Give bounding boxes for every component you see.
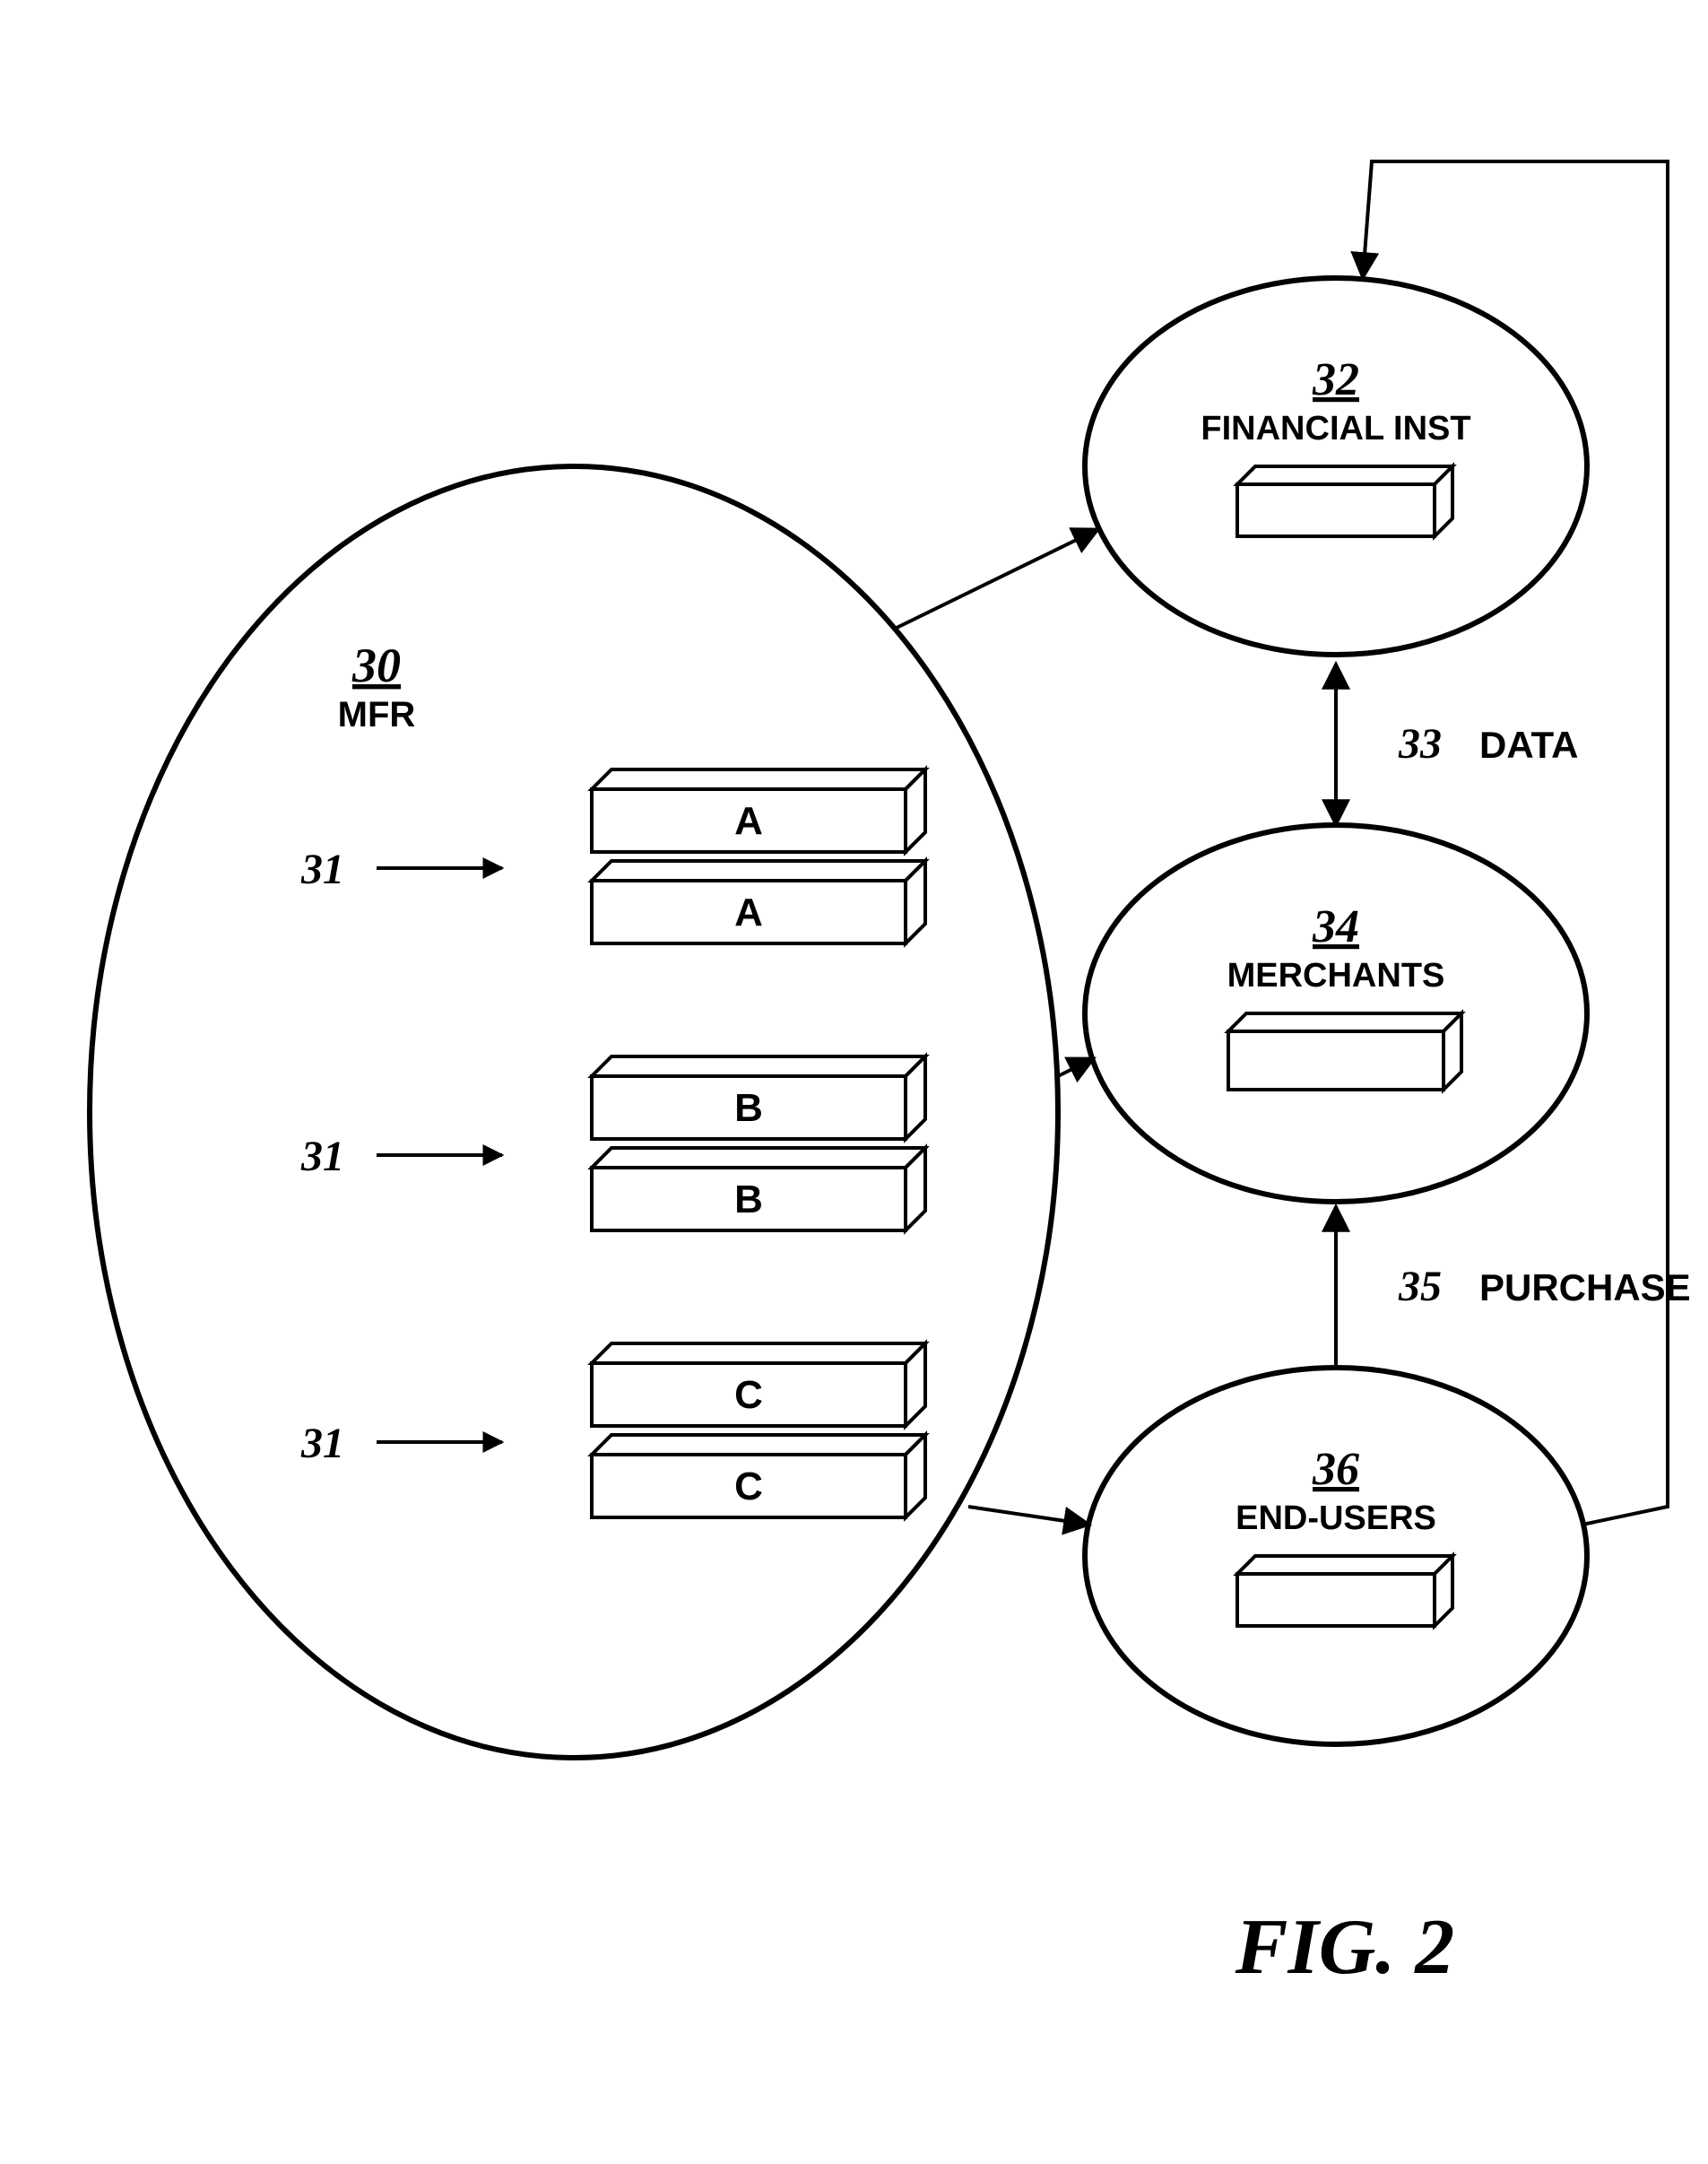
box-letter: A	[734, 891, 763, 934]
box-letter: A	[734, 799, 763, 843]
node-financial: 32 FINANCIAL INST	[1085, 278, 1587, 655]
node-ref: 32	[1312, 354, 1359, 405]
edge-purchase-ref: 35	[1398, 1263, 1442, 1310]
edge-mfr-merchants	[1058, 1058, 1094, 1076]
mfr-pair-c: C C 31	[300, 1343, 925, 1517]
node-label: MERCHANTS	[1227, 957, 1445, 995]
node-label: END-USERS	[1235, 1499, 1436, 1537]
edge-data-label: DATA	[1479, 724, 1578, 766]
edge-endusers-financial	[1363, 161, 1668, 1525]
mfr-ref: 30	[351, 639, 401, 692]
edge-data-ref: 33	[1398, 720, 1442, 768]
box-letter: C	[734, 1464, 763, 1508]
box-letter: C	[734, 1373, 763, 1417]
figure-svg: 30 MFR A A 31 B B	[0, 0, 1708, 2164]
edge-mfr-endusers	[968, 1507, 1089, 1525]
box-letter: B	[734, 1178, 763, 1221]
edge-mfr-financial	[897, 529, 1098, 628]
node-ref: 36	[1312, 1444, 1359, 1495]
pair-ref: 31	[300, 1133, 344, 1180]
node-endusers: 36 END-USERS	[1085, 1368, 1587, 1744]
node-merchants: 34 MERCHANTS	[1085, 825, 1587, 1202]
pair-ref: 31	[300, 1420, 344, 1467]
node-label: FINANCIAL INST	[1201, 410, 1470, 448]
mfr-pair-a: A A 31	[300, 769, 925, 943]
mfr-label: MFR	[338, 695, 416, 734]
figure-caption: FIG. 2	[1235, 1904, 1455, 1991]
box-letter: B	[734, 1086, 763, 1130]
mfr-pair-b: B B 31	[300, 1056, 925, 1230]
node-ref: 34	[1312, 901, 1359, 952]
pair-ref: 31	[300, 846, 344, 893]
edge-purchase-label: PURCHASE	[1479, 1266, 1691, 1308]
